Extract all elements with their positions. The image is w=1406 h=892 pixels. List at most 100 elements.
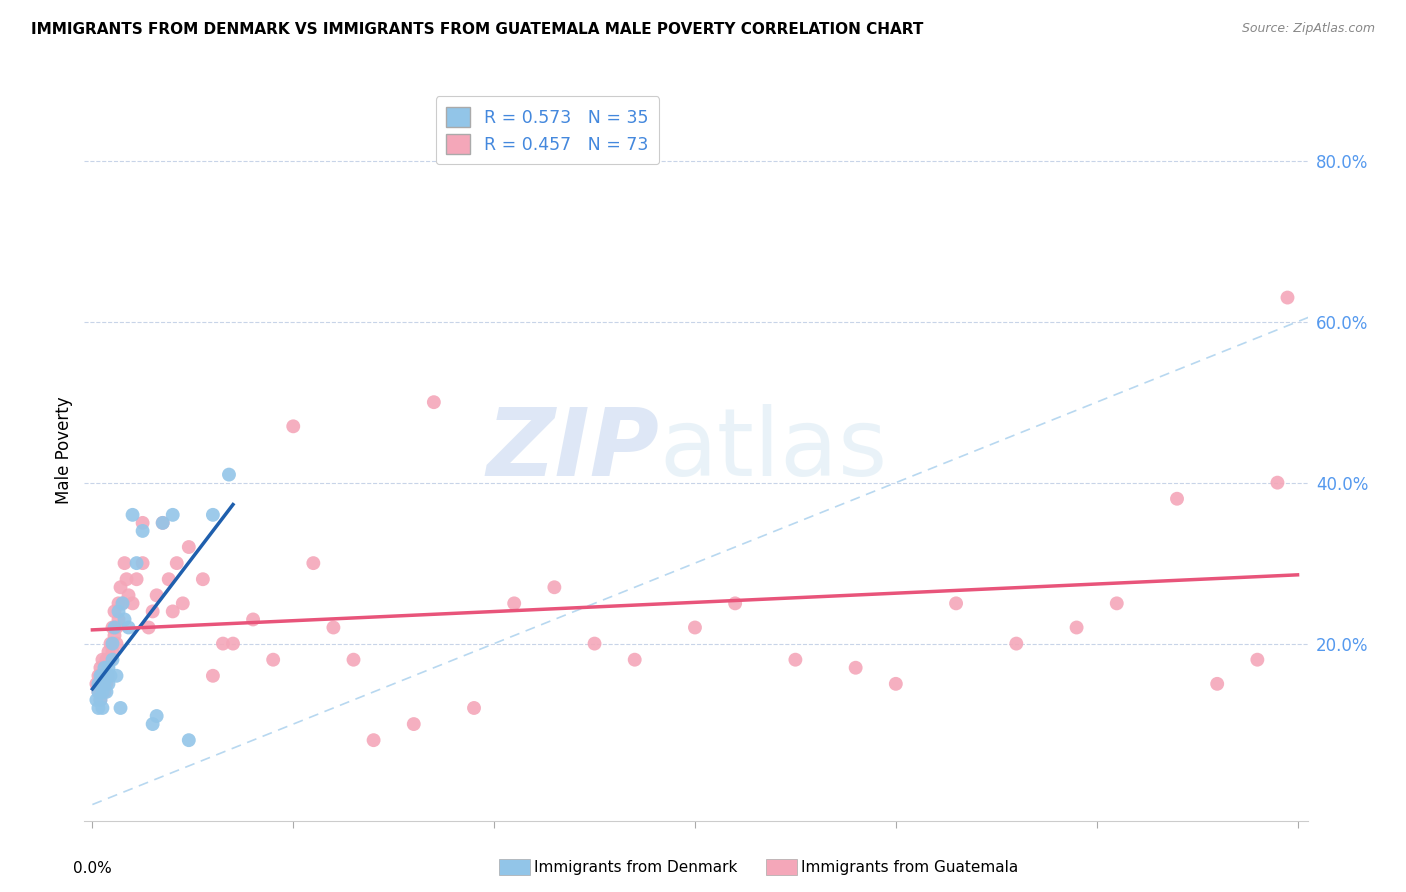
Point [212,637,235,651]
Point [222,637,245,651]
Text: IMMIGRANTS FROM DENMARK VS IMMIGRANTS FROM GUATEMALA MALE POVERTY CORRELATION CH: IMMIGRANTS FROM DENMARK VS IMMIGRANTS FR… [31,22,924,37]
Point [110,580,132,594]
Point [1166,491,1188,506]
Point [87,669,110,683]
Point [100,637,122,651]
Point [89,693,111,707]
Point [111,596,134,610]
Point [117,588,139,602]
Point [107,596,129,610]
Point [101,620,124,634]
Point [125,572,148,586]
Point [121,596,143,610]
Point [103,628,125,642]
Point [103,620,125,634]
Point [91,701,114,715]
Point [142,717,165,731]
Point [172,596,194,610]
Point [87,685,110,699]
Text: Immigrants from Denmark: Immigrants from Denmark [534,860,738,874]
Point [105,637,128,651]
Point [100,653,122,667]
Point [583,637,606,651]
Point [96,653,118,667]
Point [162,604,184,618]
Point [105,620,128,634]
Point [125,556,148,570]
Point [89,669,111,683]
Point [89,661,111,675]
Point [152,516,174,530]
Point [110,701,132,715]
Point [131,516,153,530]
Point [177,540,200,554]
Point [884,677,907,691]
Text: atlas: atlas [659,404,887,497]
Point [1066,620,1088,634]
Point [145,709,167,723]
Point [87,685,110,699]
Point [262,653,284,667]
Point [111,596,134,610]
Point [93,685,115,699]
Point [86,693,108,707]
Point [945,596,967,610]
Point [1005,637,1028,651]
Point [93,677,115,691]
Point [101,645,124,659]
Point [93,669,115,683]
Point [97,645,120,659]
Point [423,395,446,409]
Point [86,677,108,691]
Point [152,516,174,530]
Point [107,604,129,618]
Point [89,693,111,707]
Point [97,669,120,683]
Point [191,572,214,586]
Point [101,653,124,667]
Point [97,677,120,691]
Point [91,669,114,683]
Point [96,669,118,683]
Y-axis label: Male Poverty: Male Poverty [55,397,73,504]
Point [145,588,167,602]
Point [845,661,868,675]
Point [463,701,485,715]
Text: Source: ZipAtlas.com: Source: ZipAtlas.com [1241,22,1375,36]
Point [201,669,224,683]
Point [131,556,153,570]
Point [1246,653,1268,667]
Point [87,677,110,691]
Point [131,524,153,538]
Point [96,685,118,699]
Point [114,556,136,570]
Point [114,612,136,626]
Legend: R = 0.573   N = 35, R = 0.457   N = 73: R = 0.573 N = 35, R = 0.457 N = 73 [436,96,659,164]
Point [107,612,129,626]
Point [142,604,165,618]
Point [218,467,240,482]
Point [91,677,114,691]
Point [1206,677,1229,691]
Point [623,653,645,667]
Point [242,612,264,626]
Point [121,508,143,522]
Point [1105,596,1128,610]
Point [105,669,128,683]
Text: Immigrants from Guatemala: Immigrants from Guatemala [801,860,1019,874]
Point [543,580,565,594]
Point [342,653,364,667]
Point [785,653,807,667]
Point [1267,475,1289,490]
Point [363,733,385,747]
Point [101,637,124,651]
Text: 0.0%: 0.0% [73,862,111,876]
Point [115,572,138,586]
Point [103,604,125,618]
Point [201,508,224,522]
Point [138,620,160,634]
Point [302,556,325,570]
Point [97,661,120,675]
Point [177,733,200,747]
Point [724,596,747,610]
